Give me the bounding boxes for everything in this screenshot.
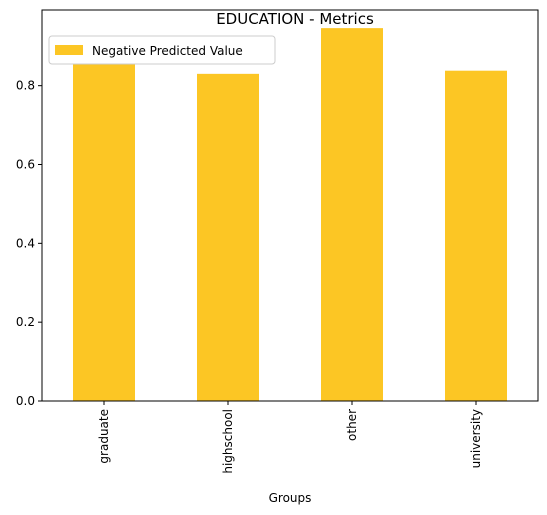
y-tick-label: 0.2 xyxy=(16,315,35,329)
plot-frame xyxy=(41,9,539,402)
y-axis: 0.0 0.2 0.4 0.6 0.8 xyxy=(16,79,42,408)
y-tick-label: 0.6 xyxy=(16,158,35,172)
x-tick-label-graduate: graduate xyxy=(97,409,111,464)
x-tick-label-other: other xyxy=(345,409,359,441)
legend-label: Negative Predicted Value xyxy=(92,44,243,58)
y-tick-label: 0.0 xyxy=(16,394,35,408)
x-axis: graduate highschool other university xyxy=(97,401,483,474)
x-tick-label-university: university xyxy=(469,409,483,468)
y-tick-label: 0.8 xyxy=(16,79,35,93)
bar-highschool xyxy=(197,73,259,402)
x-axis-label: Groups xyxy=(269,491,312,505)
bar-university xyxy=(445,70,507,402)
y-tick-label: 0.4 xyxy=(16,236,35,250)
legend: Negative Predicted Value xyxy=(48,35,276,65)
chart-title: EDUCATION - Metrics xyxy=(216,10,374,28)
bar-graduate xyxy=(73,64,135,402)
x-tick-label-highschool: highschool xyxy=(221,409,235,474)
legend-box xyxy=(48,35,276,65)
legend-swatch xyxy=(55,45,83,55)
bars-group xyxy=(73,28,507,402)
bar-other xyxy=(321,28,383,402)
